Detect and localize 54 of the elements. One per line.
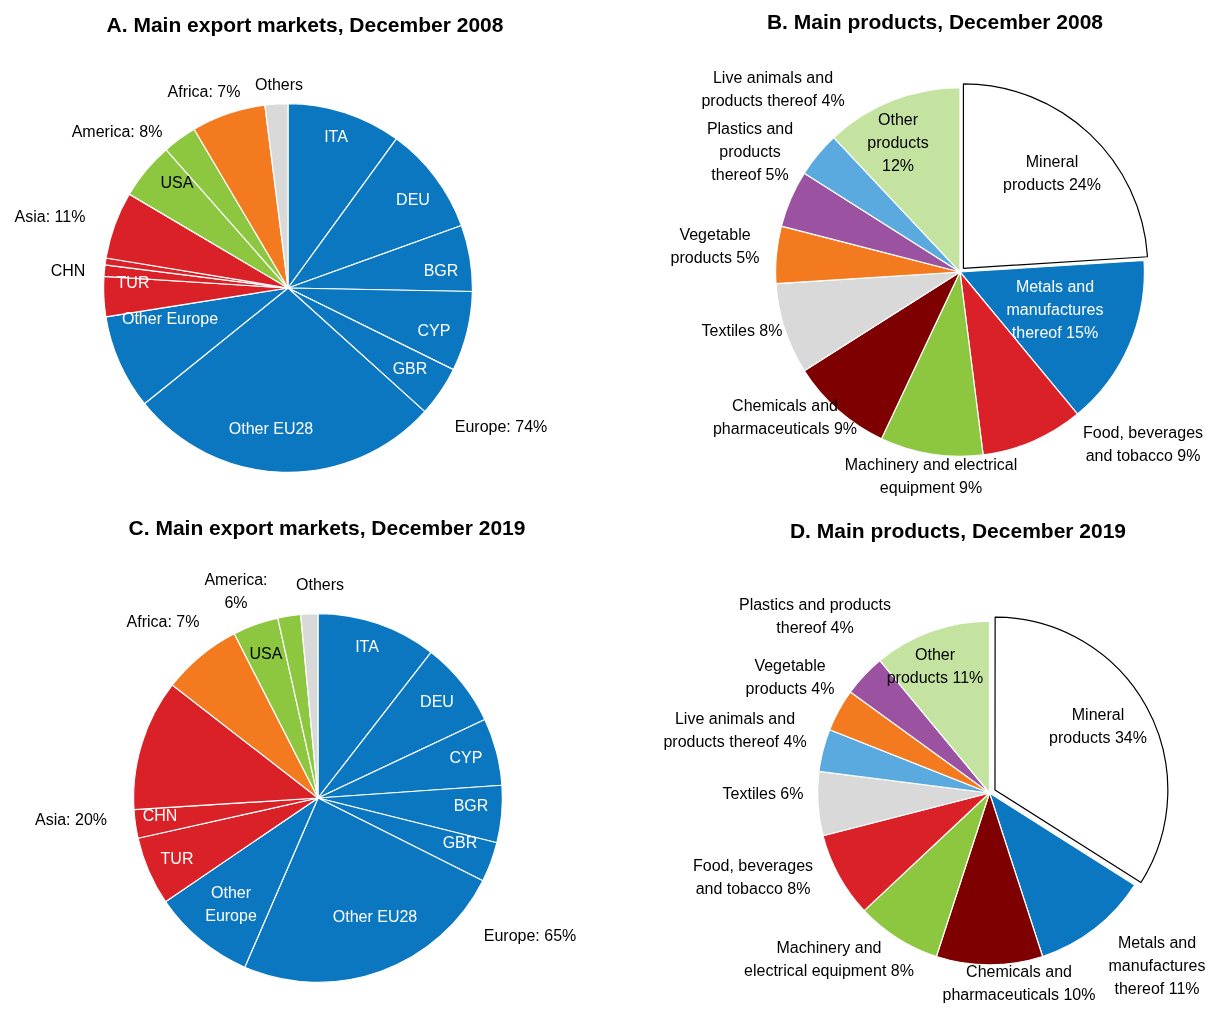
- slice-label: BGR: [453, 797, 489, 815]
- slice-label: CYP: [417, 322, 451, 340]
- slice-label: Live animals and products thereof 4%: [663, 709, 807, 750]
- slice-label: Chemicals and pharmaceuticals 9%: [712, 396, 858, 437]
- slice-label: Metals and manufactures thereof 15%: [1006, 278, 1104, 342]
- slice-label: TUR: [160, 850, 194, 868]
- text: Africa: 7%: [126, 613, 200, 631]
- slice-label: Vegetable products 4%: [745, 656, 835, 697]
- text: Asia: 11%: [14, 208, 86, 226]
- slice-label: Mineral products 24%: [1003, 152, 1101, 193]
- slice-label: Other EU28: [332, 908, 418, 926]
- slice-label: USA: [160, 174, 194, 192]
- slice-label: CHN: [142, 807, 178, 825]
- slice-label: Other Europe: [205, 883, 257, 924]
- slice-label: USA: [249, 645, 283, 663]
- text: Asia: 20%: [34, 811, 108, 829]
- slice-label: Plastics and products thereof 5%: [706, 120, 794, 184]
- slice-label: TUR: [116, 274, 150, 292]
- data-label: 12%: [881, 157, 915, 175]
- slice-label: Others: [254, 76, 304, 94]
- slice-label: Other products: [867, 111, 929, 152]
- chart-title: B. Main products, December 2008: [766, 10, 1104, 34]
- chart-title: C. Main export markets, December 2019: [128, 516, 526, 540]
- slice-label: Plastics and products thereof 4%: [738, 595, 892, 636]
- slice-label: CYP: [449, 749, 483, 767]
- text: America: 6%: [204, 570, 268, 611]
- slice-label: Metals and manufactures thereof 11%: [1108, 934, 1206, 998]
- slice-label: Chemicals and pharmaceuticals 10%: [942, 962, 1096, 1003]
- slice-label: Textiles 6%: [722, 785, 804, 803]
- text: Africa: 7%: [167, 83, 241, 101]
- chart-title: D. Main products, December 2019: [789, 519, 1127, 543]
- chart-title: A. Main export markets, December 2008: [106, 13, 504, 37]
- slice-label: CHN: [50, 262, 86, 280]
- slice-label: Food, beverages and tobacco 8%: [692, 856, 814, 897]
- slice-label: Vegetable products 5%: [670, 225, 760, 266]
- slice-label: DEU: [420, 693, 454, 711]
- slice-label: DEU: [396, 191, 430, 209]
- slice-label: ITA: [355, 638, 380, 656]
- slice-label: Other Europe: [121, 310, 219, 328]
- slice-label: Machinery and electrical equipment 9%: [844, 455, 1018, 496]
- slice-label: Mineral products 34%: [1049, 705, 1147, 746]
- slice-label: GBR: [392, 360, 428, 378]
- slice-label: Textiles 8%: [701, 322, 783, 340]
- text: America: 8%: [71, 123, 163, 141]
- slice-label: Food, beverages and tobacco 9%: [1082, 423, 1204, 464]
- text: Europe: 65%: [483, 927, 577, 945]
- slice-label: BGR: [423, 262, 459, 280]
- slice-label: Live animals and products thereof 4%: [701, 68, 845, 109]
- slice-label: Others: [295, 576, 345, 594]
- slice-label: GBR: [442, 834, 478, 852]
- text: Europe: 74%: [454, 418, 548, 436]
- slice-label: Other EU28: [228, 420, 314, 438]
- slice-label: Machinery and electrical equipment 8%: [744, 938, 914, 979]
- slice-label: ITA: [324, 128, 349, 146]
